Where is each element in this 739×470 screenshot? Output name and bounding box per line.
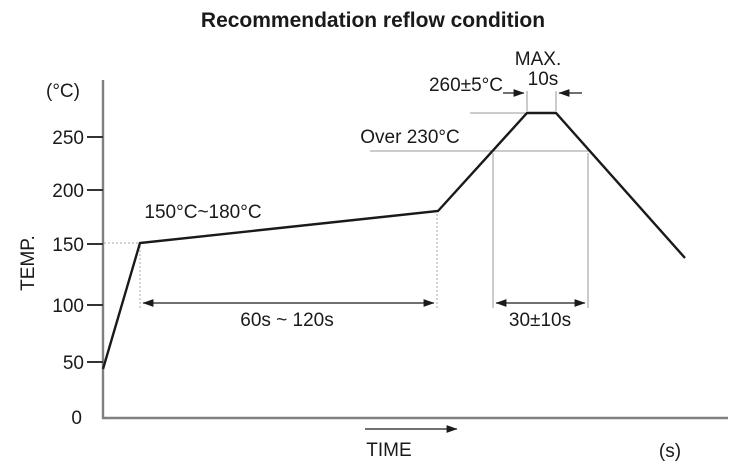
y-axis-label: TEMP. xyxy=(18,235,39,291)
y-tick-label-50: 50 xyxy=(63,353,84,374)
y-tick-label-0: 0 xyxy=(71,408,82,429)
peak-max-label: MAX. xyxy=(515,49,561,70)
reflow-profile-line xyxy=(101,111,686,370)
peak-temp-label: 260±5°C xyxy=(429,75,503,96)
x-axis-label: TIME xyxy=(366,440,411,461)
soak-duration-label: 60s ~ 120s xyxy=(240,310,334,331)
chart-title: Recommendation reflow condition xyxy=(201,9,545,32)
y-tick-label-250: 250 xyxy=(52,128,84,149)
over-duration-label: 30±10s xyxy=(509,310,571,331)
y-tick-label-200: 200 xyxy=(52,181,84,202)
soak-temp-range-label: 150°C~180°C xyxy=(144,202,261,223)
y-axis-unit: (°C) xyxy=(46,81,80,102)
y-tick-label-150: 150 xyxy=(52,235,84,256)
peak-max-time-label: 10s xyxy=(528,69,559,90)
y-tick-label-100: 100 xyxy=(52,296,84,317)
over-temp-label: Over 230°C xyxy=(360,127,459,148)
x-axis-unit: (s) xyxy=(659,441,681,462)
